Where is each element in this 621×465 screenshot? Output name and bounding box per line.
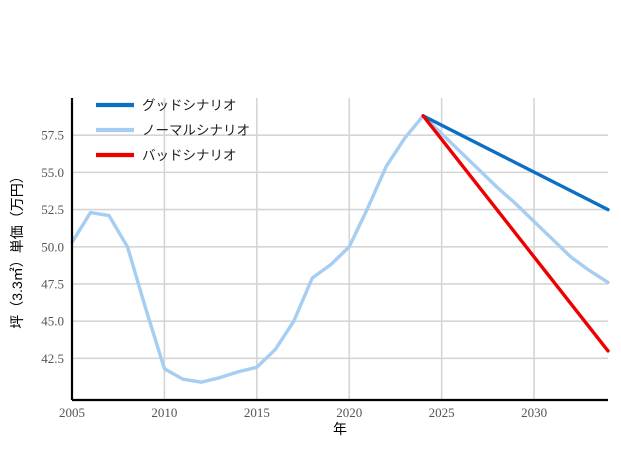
series-line: [421, 114, 610, 212]
x-tick-label: 2030: [521, 405, 547, 420]
axis-frame: [70, 98, 608, 402]
y-tick-labels: 42.5 45.0 47.5 50.0 52.5 55.0 57.5: [41, 128, 64, 366]
legend-item[interactable]: ノーマルシナリオ: [96, 123, 250, 138]
y-tick-label: 52.5: [41, 202, 64, 217]
x-tick-label: 2020: [336, 405, 362, 420]
y-tick-label: 47.5: [41, 276, 64, 291]
y-axis-title: 坪（3.3㎡）単価（万円）: [9, 169, 25, 328]
x-tick-label: 2005: [59, 405, 85, 420]
legend-label: バッドシナリオ: [142, 148, 237, 163]
legend-label: ノーマルシナリオ: [142, 123, 250, 138]
y-tick-label: 57.5: [41, 128, 64, 143]
legend-item[interactable]: グッドシナリオ: [96, 98, 237, 113]
y-tick-label: 45.0: [41, 314, 64, 329]
x-tick-labels: 2005 2010 2015 2020 2025 2030: [59, 405, 547, 420]
y-tick-label: 55.0: [41, 165, 64, 180]
x-tick-label: 2025: [429, 405, 455, 420]
x-axis-title: 年: [333, 421, 347, 437]
series-lines: [70, 114, 610, 384]
legend-label: グッドシナリオ: [142, 98, 237, 113]
series-line: [70, 114, 610, 384]
y-tick-label: 50.0: [41, 239, 64, 254]
y-tick-label: 42.5: [41, 351, 64, 366]
series-line: [421, 114, 610, 353]
legend-item[interactable]: バッドシナリオ: [96, 148, 237, 163]
x-tick-label: 2010: [151, 405, 177, 420]
x-tick-label: 2015: [244, 405, 270, 420]
